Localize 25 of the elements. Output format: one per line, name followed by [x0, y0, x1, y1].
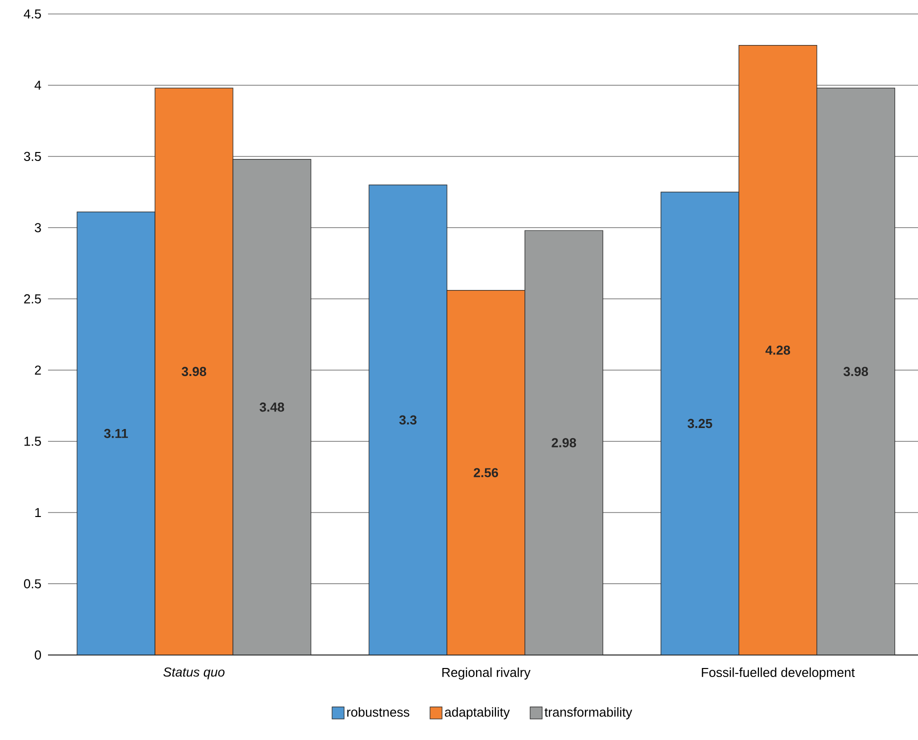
legend-label: adaptability	[444, 707, 510, 720]
data-label: 3.25	[688, 418, 712, 428]
legend-label: transformability	[544, 707, 632, 720]
y-tick-label: 2	[34, 366, 41, 375]
data-label: 3.11	[104, 428, 128, 438]
data-label: 4.28	[765, 346, 790, 355]
y-tick-label: 0.5	[24, 579, 41, 588]
y-tick-label: 1	[35, 508, 41, 517]
y-tick-label: 2.5	[24, 294, 41, 304]
y-tick-label: 3.5	[24, 152, 41, 162]
y-tick-label: 4	[34, 80, 42, 90]
data-label: 3.98	[844, 366, 868, 376]
y-tick-label: 0	[34, 650, 41, 660]
y-tick-label: 1.5	[24, 436, 41, 446]
data-label: 2.56	[474, 468, 498, 478]
x-tick-label: Status quo	[163, 667, 225, 680]
legend-label: robustness	[347, 707, 410, 717]
y-tick-label: 4.5	[24, 9, 41, 18]
x-tick-label: Fossil-fuelled development	[702, 667, 855, 680]
data-label: 3.48	[260, 402, 284, 412]
data-label: 3.98	[182, 366, 206, 376]
x-tick-label: Regional rivalry	[442, 667, 530, 680]
data-label: 3.3	[399, 415, 417, 425]
y-tick-label: 3	[34, 223, 41, 232]
data-label: 2.98	[552, 438, 576, 448]
